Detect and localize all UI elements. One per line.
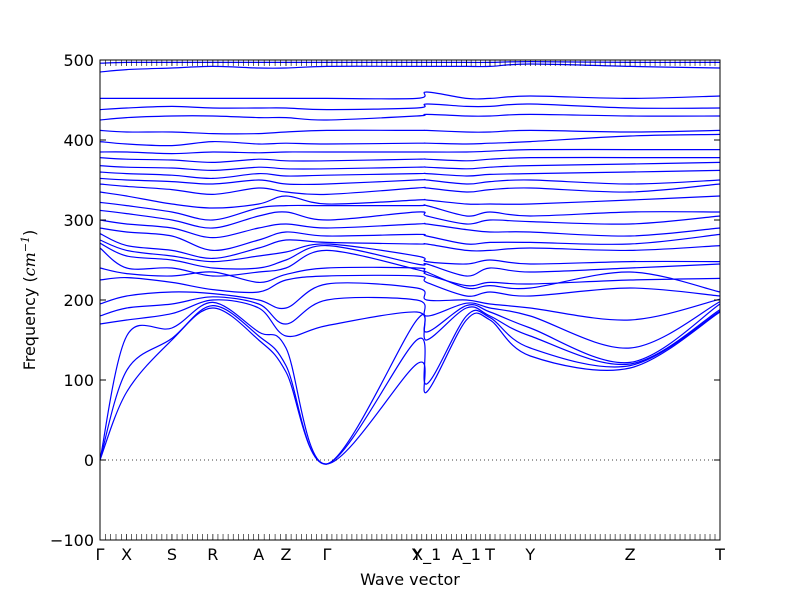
high-symmetry-label: R	[207, 545, 218, 564]
phonon-branch-15	[99, 209, 721, 229]
phonon-branch-19	[99, 177, 721, 186]
high-symmetry-label: Z	[281, 545, 292, 564]
y-tick-label: 200	[63, 291, 94, 310]
y-tick-label: 300	[63, 211, 94, 230]
phonon-branch-20	[99, 169, 721, 180]
y-axis-label-main: Frequency (	[20, 276, 39, 370]
phonon-branch-14	[99, 219, 721, 239]
y-tick-label: −100	[50, 531, 94, 550]
plot-frame	[99, 59, 721, 541]
high-symmetry-label: S	[167, 545, 177, 564]
phonon-branch-12	[99, 233, 721, 260]
high-symmetry-label: Γ	[96, 545, 105, 564]
y-axis-ticks: −100 0 100 200 300 400 500	[50, 51, 720, 550]
phonon-branch-3	[99, 301, 721, 465]
phonon-branch-6	[99, 282, 721, 321]
y-axis-label-close: )	[20, 230, 39, 236]
high-symmetry-label: X	[121, 545, 132, 564]
y-tick-label: 400	[63, 131, 94, 150]
x-axis-label: Wave vector	[360, 570, 460, 589]
phonon-branch-30	[99, 60, 721, 64]
phonon-branch-25	[99, 129, 721, 135]
phonon-branch-18	[99, 183, 721, 196]
y-axis-label-exp: −1	[19, 236, 32, 252]
phonon-branch-27	[99, 103, 721, 111]
phonon-branch-13	[99, 227, 721, 252]
high-symmetry-label: T	[714, 545, 725, 564]
phonon-branch-22	[99, 156, 720, 164]
phonon-branch-23	[99, 148, 720, 155]
high-symmetry-label: Γ	[322, 545, 331, 564]
y-tick-label: 100	[63, 371, 94, 390]
y-axis-label-unit: cm	[20, 252, 39, 276]
phonon-branch-7	[99, 274, 721, 297]
high-symmetry-label: Z	[625, 545, 636, 564]
y-tick-label: 0	[84, 451, 94, 470]
y-tick-label: 500	[63, 51, 94, 70]
phonon-branch-5	[99, 296, 721, 349]
phonon-branch-9	[99, 247, 721, 287]
phonon-branch-29	[99, 63, 721, 73]
phonon-branch-17	[99, 191, 721, 209]
phonon-branch-16	[99, 201, 721, 221]
phonon-branch-4	[99, 299, 721, 364]
phonon-branch-26	[99, 113, 721, 121]
phonon-branch-28	[99, 91, 721, 100]
y-axis-label: Frequency (cm−1)	[19, 230, 39, 371]
phonon-branch-24	[99, 133, 721, 147]
high-symmetry-label: A	[253, 545, 264, 564]
high-symmetry-label: X_1	[412, 545, 441, 565]
high-symmetry-label: A_1	[452, 545, 481, 565]
high-symmetry-label: Y	[524, 545, 535, 564]
phonon-branch-8	[99, 266, 721, 293]
phonon-branch-2	[99, 304, 721, 465]
phonon-branch-21	[99, 161, 721, 172]
high-symmetry-label: Y	[411, 545, 422, 564]
high-symmetry-label: T	[484, 545, 495, 564]
phonon-branches	[99, 60, 721, 465]
phonon-branch-11	[99, 239, 721, 265]
high-symmetry-labels: Γ X S R A Z Γ YX_1 A_1 T Y Z T	[96, 545, 726, 565]
phonon-branch-10	[99, 242, 721, 277]
